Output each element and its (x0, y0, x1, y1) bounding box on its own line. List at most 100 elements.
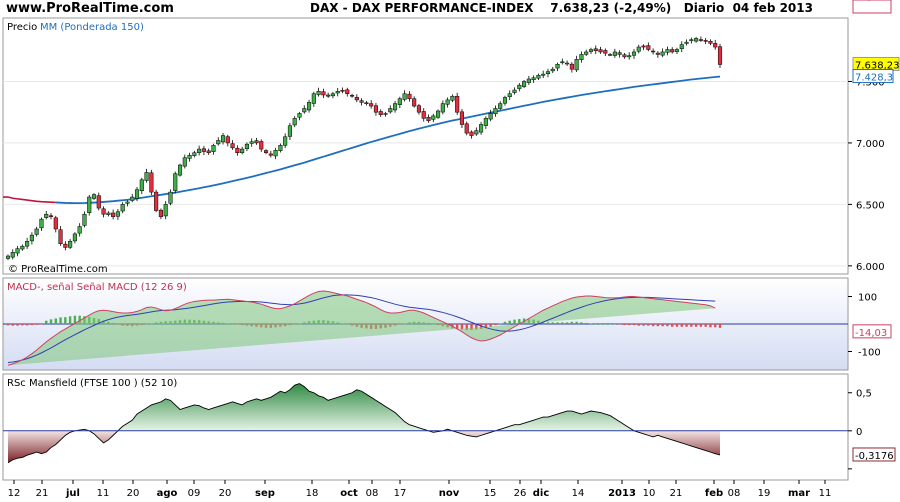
candle-body (517, 84, 522, 89)
candle-body (464, 123, 469, 134)
candle (101, 206, 106, 218)
rsc-ytick-label: 0 (856, 427, 862, 438)
candle (72, 232, 77, 244)
macd-hist-bar (551, 322, 554, 324)
macd-line (7, 290, 716, 366)
candle-body (197, 148, 202, 154)
candle-body (134, 189, 140, 199)
candle (397, 96, 402, 109)
candle (522, 79, 527, 89)
candle (440, 100, 445, 115)
candle-body (588, 49, 594, 52)
candle (507, 90, 512, 101)
candle-body (641, 45, 646, 48)
candle-body (230, 143, 235, 149)
candle (44, 211, 49, 220)
candle-body (598, 49, 603, 53)
candle-body (249, 141, 254, 144)
candle (565, 60, 570, 66)
candle (560, 58, 565, 65)
macd-hist-bar (599, 324, 602, 325)
candle-body (455, 95, 460, 113)
xaxis-tick-label: oct (340, 488, 358, 499)
candle (302, 105, 307, 114)
xaxis-tick-label: 20 (127, 488, 140, 499)
candle (278, 143, 283, 153)
macd-hist-bar (699, 324, 703, 327)
candle (20, 244, 25, 251)
xaxis-tick-label: sep (255, 488, 275, 499)
macd-hist-bar (594, 324, 597, 325)
candle (636, 44, 641, 54)
candle (53, 215, 58, 233)
macd-hist-bar (73, 315, 77, 324)
candle (63, 241, 68, 251)
candle-body (617, 52, 622, 55)
candle (502, 95, 508, 106)
macd-hist-bar (59, 317, 62, 324)
candle (316, 87, 321, 97)
candle (211, 143, 216, 155)
macd-ytick-label: 100 (858, 293, 877, 304)
candle-body (531, 77, 536, 80)
candle (670, 47, 675, 54)
candle (426, 114, 431, 123)
candle (335, 87, 340, 97)
candle (354, 94, 359, 103)
candle (631, 49, 637, 59)
ma-value-box (852, 69, 894, 84)
candle-body (311, 93, 316, 104)
rsc-negative-area (8, 430, 720, 463)
macd-hist-bar (518, 319, 521, 324)
candle (115, 208, 120, 220)
macd-hist-bar (541, 321, 545, 324)
candle-body (283, 136, 288, 146)
candle (412, 96, 417, 108)
candle (249, 138, 254, 147)
candle-body (53, 217, 58, 230)
macd-hist-bar (556, 322, 559, 324)
rsc-value-box (852, 447, 896, 462)
candle (536, 73, 541, 80)
candle (139, 177, 144, 195)
macd-hist-bar (718, 324, 722, 328)
candle-body (91, 194, 97, 199)
candle-body (670, 49, 675, 53)
candle (431, 113, 436, 123)
candle (134, 187, 140, 202)
candle (330, 92, 335, 99)
candle-body (192, 152, 197, 156)
macd-hist-bar (561, 322, 564, 324)
candle (679, 41, 684, 53)
candle-body (120, 204, 125, 212)
macd-hist-bar (489, 324, 492, 327)
macd-hist-bar (580, 322, 583, 324)
candle (321, 88, 326, 98)
candle (350, 93, 355, 98)
candle (684, 39, 689, 46)
macd-hist-bar (68, 316, 72, 324)
candle-body (545, 71, 551, 74)
macd-hist-bar (470, 324, 473, 331)
candle (646, 42, 651, 52)
site-url[interactable]: www.ProRealTime.com (6, 1, 174, 16)
candle (39, 217, 44, 231)
candle-body (541, 73, 546, 76)
candle (91, 193, 97, 200)
candle-body (378, 111, 383, 115)
candle (244, 142, 249, 152)
candle (464, 121, 469, 136)
macd-hist-bar (21, 324, 24, 326)
candle-body (321, 91, 326, 96)
candle (665, 46, 670, 56)
macd-hist-bar (714, 324, 717, 328)
candle (689, 37, 694, 44)
candle-body (631, 51, 637, 56)
candle (598, 46, 603, 54)
candle (48, 213, 54, 220)
candle (526, 75, 531, 85)
macd-hist-bar (54, 318, 57, 324)
macd-hist-bar (498, 323, 502, 325)
candle (708, 39, 713, 46)
macd-hist-bar (513, 319, 516, 324)
